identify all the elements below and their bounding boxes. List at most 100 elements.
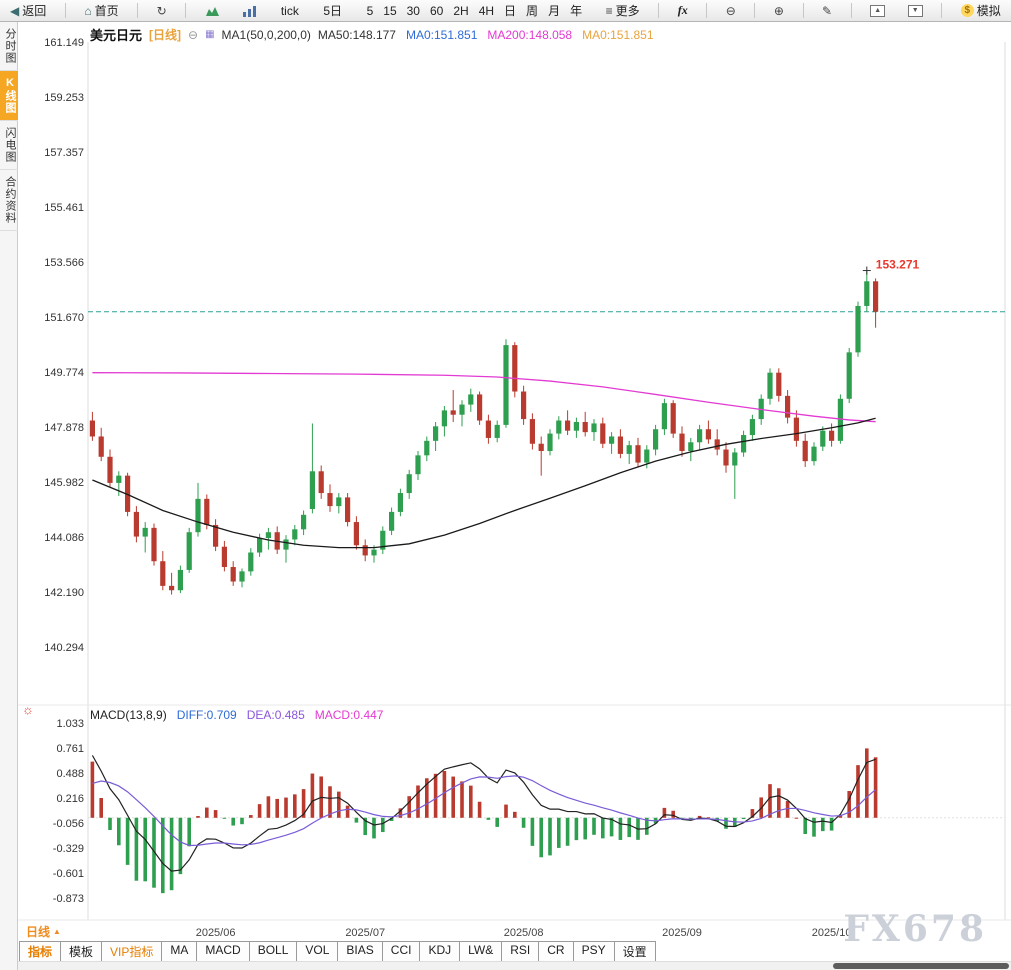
svg-text:-0.601: -0.601 [53, 868, 84, 880]
period-tag: [日线] [149, 28, 182, 42]
indicator-settings-icon[interactable]: ☼ [22, 702, 34, 717]
indicator-tab[interactable]: 模板 [60, 941, 103, 963]
period-button[interactable]: 15 [383, 3, 397, 18]
svg-text:159.253: 159.253 [44, 92, 84, 104]
svg-text:147.878: 147.878 [44, 422, 84, 434]
svg-text:144.086: 144.086 [44, 532, 84, 544]
zoom-out-icon: ⊖ [725, 3, 736, 18]
svg-text:0.488: 0.488 [56, 768, 84, 780]
indicator-tab[interactable]: CR [538, 941, 574, 963]
panel-down-icon: ▼ [907, 4, 923, 17]
indicator-tab[interactable]: RSI [501, 941, 540, 963]
svg-text:-0.056: -0.056 [53, 818, 84, 830]
svg-text:155.461: 155.461 [44, 202, 84, 214]
sidebar-item[interactable]: 分时图 [0, 22, 18, 71]
zoom-in-button[interactable]: ⊕ [770, 5, 788, 17]
area-chart-type-button[interactable] [201, 5, 224, 17]
zoom-out-button[interactable]: ⊖ [722, 5, 740, 17]
period-button[interactable]: 年 [570, 4, 583, 18]
home-button[interactable]: ⌂ 首页 [80, 2, 122, 19]
svg-text:-0.329: -0.329 [53, 843, 84, 855]
watermark: FX678 [843, 908, 987, 950]
sidebar-item[interactable]: 闪电图 [0, 121, 18, 170]
toolbar-separator [185, 3, 187, 18]
svg-text:153.271: 153.271 [876, 258, 920, 272]
sidebar-item[interactable]: K线图 [0, 71, 18, 121]
panel-up-icon: ▲ [870, 4, 886, 17]
toolbar-separator [64, 3, 66, 18]
toolbar-separator [137, 3, 139, 18]
refresh-button[interactable]: ↻ [153, 5, 171, 17]
toolbar-separator [941, 3, 943, 18]
period-button[interactable]: 5 [366, 3, 374, 18]
top-toolbar: ◀ 返回 ⌂ 首页 ↻ tick 5日 5 15 30 60 2H 4H 日周月年 [0, 0, 1011, 22]
simulate-trading-button[interactable]: $ 模拟 [957, 2, 1005, 19]
panel-down-button[interactable]: ▼ [904, 4, 927, 17]
chart-svg[interactable]: 161.149 159.253 157.357 155.461 153.566 151.6… [18, 22, 1011, 970]
horizontal-scrollbar[interactable] [18, 961, 1011, 970]
indicator-tab[interactable]: VIP指标 [101, 941, 163, 963]
zoom-in-icon: ⊕ [773, 3, 784, 18]
left-sidebar: 分时图 K线图 闪电图 合约资料 [0, 22, 18, 970]
more-button[interactable]: ≡ 更多 [602, 2, 644, 19]
panel-up-button[interactable]: ▲ [866, 4, 889, 17]
back-button[interactable]: ◀ 返回 [6, 2, 50, 19]
back-label: 返回 [22, 4, 47, 18]
tick-period-button[interactable]: tick [280, 3, 299, 18]
svg-text:140.294: 140.294 [44, 642, 84, 654]
collapse-icon[interactable]: ⊖ [188, 27, 199, 42]
indicator-tab[interactable]: BOLL [248, 941, 298, 963]
svg-text:2025/09: 2025/09 [662, 927, 702, 939]
period-buttons: 5 15 30 60 2H 4H 日周月年 [362, 2, 588, 19]
indicator-tab[interactable]: MACD [196, 941, 250, 963]
svg-text:2025/07: 2025/07 [345, 927, 385, 939]
period-button[interactable]: 30 [406, 3, 420, 18]
period-button[interactable]: 60 [429, 3, 444, 18]
period-selector[interactable]: 日线 ▲ [26, 923, 61, 940]
back-icon: ◀ [10, 3, 20, 18]
bar-chart-type-button[interactable] [238, 5, 261, 17]
svg-text:142.190: 142.190 [44, 587, 84, 599]
period-button[interactable]: 2H [453, 3, 469, 18]
refresh-icon: ↻ [156, 3, 167, 18]
indicator-tab[interactable]: BIAS [337, 941, 383, 963]
ma-panel-icon[interactable]: ▦ [205, 29, 215, 40]
symbol-name: 美元日元 [90, 28, 143, 43]
svg-text:2025/06: 2025/06 [196, 927, 236, 939]
indicator-tab[interactable]: KDJ [419, 941, 461, 963]
more-label: 更多 [615, 4, 640, 18]
period-button[interactable]: 日 [504, 4, 517, 18]
draw-button[interactable]: ✎ [818, 5, 836, 17]
svg-text:0.216: 0.216 [56, 793, 84, 805]
indicator-tab[interactable]: 指标 [19, 941, 62, 963]
period-button[interactable]: 周 [526, 4, 539, 18]
chart-header: 美元日元 [日线] ⊖ ▦ MA1(50,0,200,0) MA50:148.1… [90, 25, 664, 44]
scrollbar-thumb[interactable] [833, 963, 1009, 969]
period-button[interactable]: 月 [548, 4, 561, 18]
line-chart-icon [205, 6, 219, 16]
five-day-period-button[interactable]: 5日 [323, 4, 343, 18]
bottom-toolbar: 指标 模板 VIP指标 MA MACD BOLL VOL BIAS CCI KDJ LW& RSI CR… [19, 941, 656, 963]
indicator-tab[interactable]: LW& [459, 941, 503, 963]
macd-values: DIFF:0.709 DEA:0.485 MACD:0.447 [177, 708, 394, 722]
formula-button[interactable]: fx [677, 3, 688, 17]
macd-value: DEA:0.485 [246, 708, 305, 722]
bar-chart-icon [243, 5, 257, 17]
indicator-tab[interactable]: 设置 [613, 941, 656, 963]
menu-icon: ≡ [605, 3, 613, 18]
indicator-tab[interactable]: PSY [572, 941, 615, 963]
period-button[interactable]: 4H [478, 3, 495, 18]
macd-value: MACD:0.447 [314, 708, 384, 722]
sidebar-item[interactable]: 合约资料 [0, 170, 18, 231]
up-triangle-icon: ▲ [53, 927, 61, 936]
indicator-tab[interactable]: VOL [296, 941, 339, 963]
svg-text:149.774: 149.774 [44, 367, 84, 379]
svg-text:0.761: 0.761 [56, 743, 84, 755]
indicator-tab[interactable]: MA [161, 941, 198, 963]
toolbar-separator [706, 3, 708, 18]
home-label: 首页 [94, 4, 119, 18]
indicator-tab[interactable]: CCI [381, 941, 421, 963]
svg-text:157.357: 157.357 [44, 147, 84, 159]
period-label: 日线 [26, 925, 51, 939]
